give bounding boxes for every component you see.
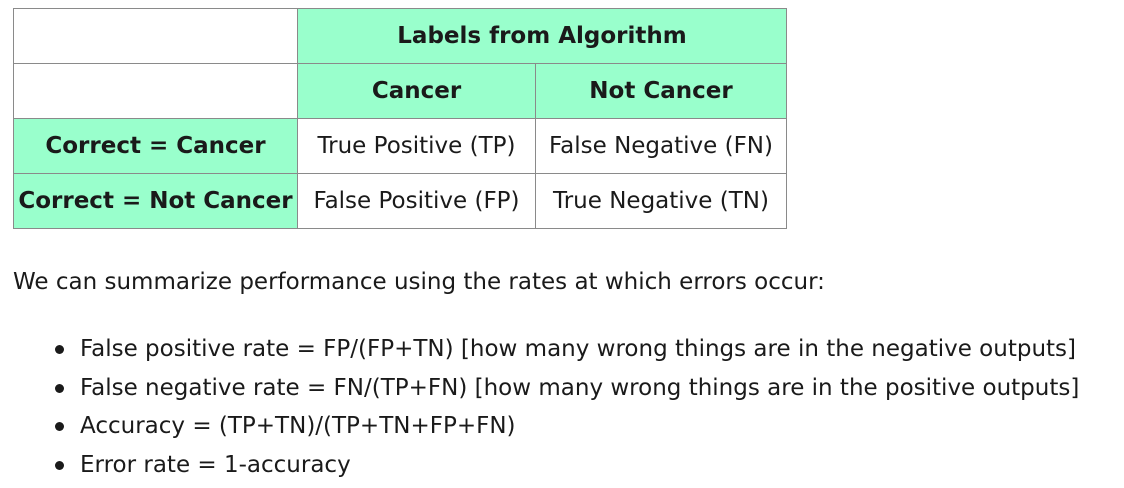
bullet-icon (55, 345, 64, 354)
bullet-icon (55, 383, 64, 393)
accuracy-text: Accuracy = (TP+TN)/(TP+TN+FP+FN) (80, 413, 516, 440)
empty-corner-cell (13, 63, 298, 119)
true-negative-cell: True Negative (TN) (535, 173, 787, 229)
list-item: False positive rate = FP/(FP+TN) [how ma… (55, 330, 1079, 369)
summary-paragraph: We can summarize performance using the r… (13, 269, 825, 295)
empty-corner-cell (13, 8, 298, 64)
list-item: Error rate = 1-accuracy (55, 446, 1079, 485)
false-negative-rate-text: False negative rate = FN/(TP+FN) [how ma… (80, 374, 1080, 401)
false-positive-cell: False Positive (FP) (297, 173, 536, 229)
row-header-correct-not-cancer: Correct = Not Cancer (13, 173, 298, 229)
list-item: Accuracy = (TP+TN)/(TP+TN+FP+FN) (55, 407, 1079, 446)
table-row: Correct = Cancer True Positive (TP) Fals… (13, 118, 787, 174)
true-positive-cell: True Positive (TP) (297, 118, 536, 174)
false-positive-rate-text: False positive rate = FP/(FP+TN) [how ma… (80, 336, 1076, 362)
error-rate-text: Error rate = 1-accuracy (80, 452, 351, 479)
table-row: Correct = Not Cancer False Positive (FP)… (13, 173, 787, 229)
col-header-cancer: Cancer (297, 63, 536, 119)
table-subheader-row: Cancer Not Cancer (13, 63, 787, 119)
bullet-icon (55, 422, 64, 432)
confusion-matrix-table: Labels from Algorithm Cancer Not Cancer … (13, 8, 787, 229)
labels-from-algorithm-header: Labels from Algorithm (297, 8, 787, 64)
table-header-row: Labels from Algorithm (13, 8, 787, 64)
row-header-correct-cancer: Correct = Cancer (13, 118, 298, 174)
metrics-list: False positive rate = FP/(FP+TN) [how ma… (55, 330, 1079, 485)
bullet-icon (55, 461, 64, 471)
col-header-not-cancer: Not Cancer (535, 63, 787, 119)
list-item: False negative rate = FN/(TP+FN) [how ma… (55, 369, 1079, 408)
false-negative-cell: False Negative (FN) (535, 118, 787, 174)
